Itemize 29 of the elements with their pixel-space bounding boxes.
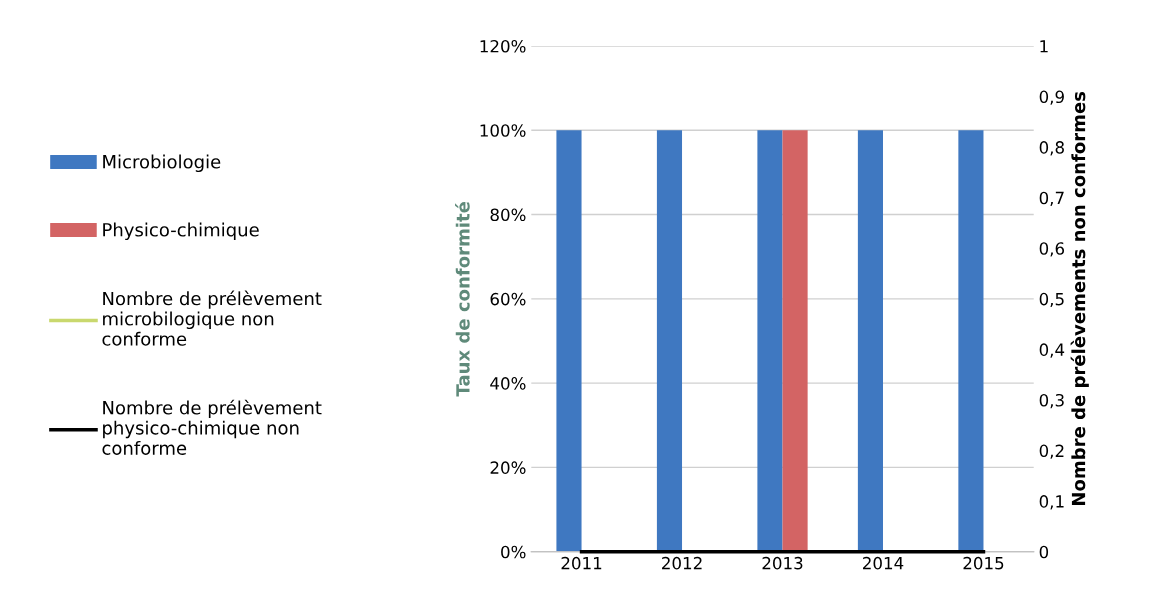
y2-tick-label: 0,1	[1039, 495, 1064, 510]
y-tick-label: 40%	[490, 377, 526, 390]
y-tick-label: 100%	[480, 124, 526, 137]
y-tick-label: 0%	[501, 545, 526, 559]
y-tick-label: 60%	[490, 292, 526, 306]
y-tick-label: 80%	[490, 208, 526, 222]
legend-label: Microbiologie	[103, 154, 221, 173]
y2-tick-label: 0,5	[1039, 292, 1064, 308]
legend-label: Physico-chimique	[103, 222, 259, 241]
legend-label: Nombre de prélèvement microbilogique non conforme	[102, 290, 322, 346]
y-tick-label: 120%	[480, 39, 526, 53]
y2-tick-label: 0,3	[1039, 393, 1064, 409]
x-tick-label: 2014	[863, 556, 904, 570]
y2-tick-label: 0,2	[1039, 444, 1064, 459]
y2-tick-label: 0	[1039, 545, 1049, 559]
x-tick-label: 2015	[963, 556, 1004, 570]
y-tick-label: 20%	[490, 461, 526, 474]
x-tick-label: 2011	[561, 556, 602, 570]
x-tick-label: 2012	[662, 556, 702, 570]
y2-tick-label: 0,9	[1039, 90, 1064, 105]
x-tick-label: 2013	[762, 556, 803, 570]
legend-label: Nombre de prélèvement physico-chimique non conforme	[102, 399, 322, 455]
y2-tick-label: 1	[1040, 40, 1048, 53]
y2-tick-label: 0,8	[1039, 141, 1064, 156]
y2-tick-label: 0,7	[1039, 191, 1064, 206]
y2-axis-title: Nombre de prélèvements non conformes	[1070, 91, 1089, 505]
y2-tick-label: 0,4	[1039, 343, 1065, 358]
y2-tick-label: 0,6	[1039, 242, 1065, 257]
y-axis-title: Taux de conformité	[455, 202, 470, 397]
